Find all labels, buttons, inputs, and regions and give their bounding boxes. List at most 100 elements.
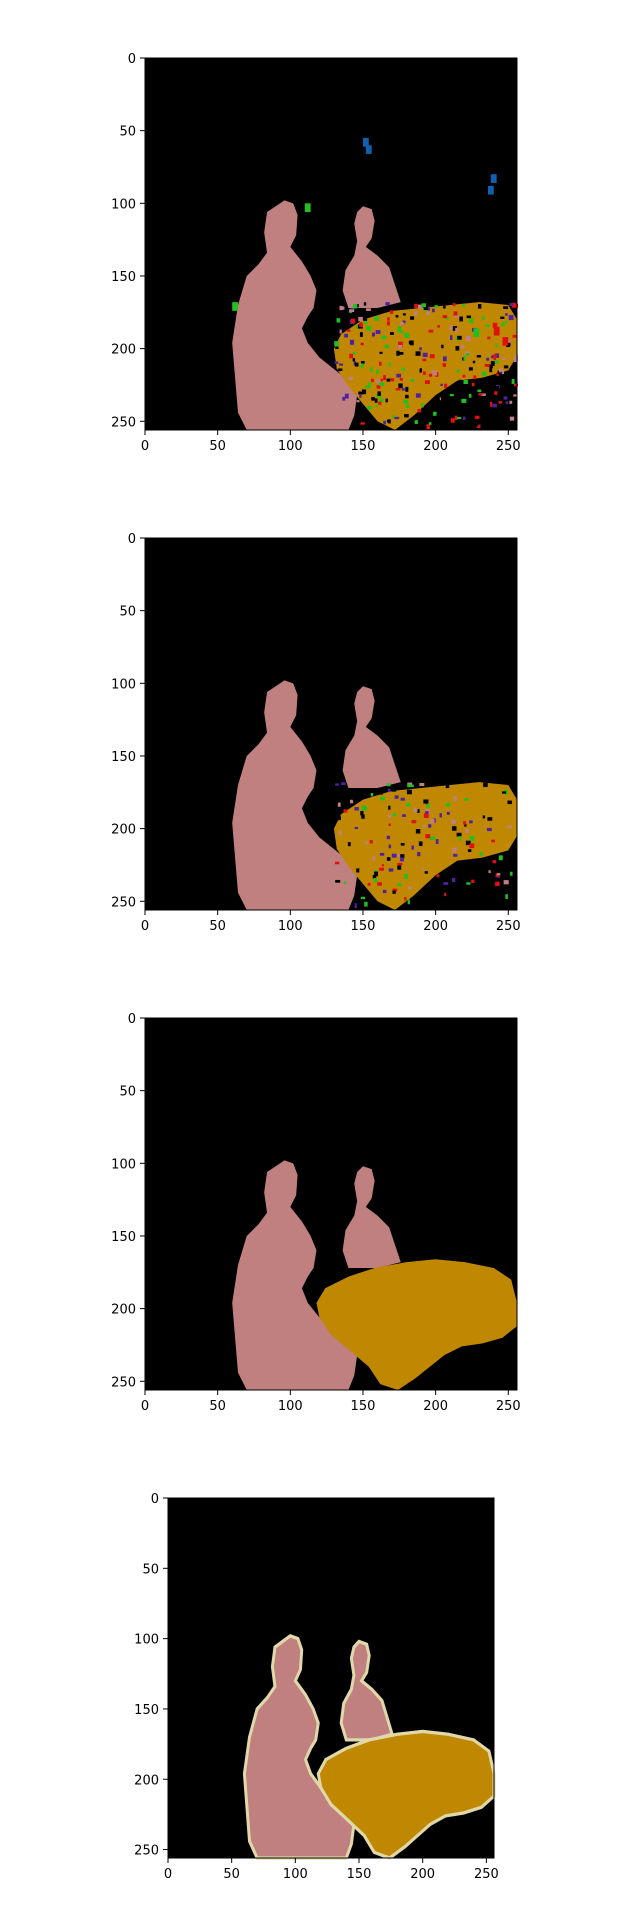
noise-pixel bbox=[426, 802, 430, 809]
noise-pixel bbox=[425, 311, 430, 316]
noise-pixel bbox=[337, 368, 343, 372]
noise-pixel bbox=[396, 350, 400, 356]
noise-pixel bbox=[367, 405, 372, 410]
noise-pixel bbox=[436, 874, 440, 878]
noise-pixel bbox=[512, 334, 518, 338]
noise-pixel bbox=[488, 411, 493, 415]
noise-pixel bbox=[379, 351, 383, 355]
noise-pixel bbox=[350, 318, 356, 324]
noise-pixel bbox=[487, 185, 494, 195]
noise-pixel bbox=[378, 401, 382, 406]
noise-pixel bbox=[365, 385, 371, 389]
noise-pixel bbox=[391, 853, 397, 858]
noise-pixel bbox=[343, 881, 346, 885]
noise-pixel bbox=[503, 880, 509, 885]
noise-pixel bbox=[348, 376, 354, 380]
noise-pixel bbox=[346, 329, 351, 332]
noise-pixel bbox=[456, 832, 462, 837]
noise-pixel bbox=[471, 879, 475, 884]
noise-pixel bbox=[432, 370, 437, 376]
noise-pixel bbox=[335, 879, 341, 883]
noise-pixel bbox=[387, 317, 390, 321]
noise-pixel bbox=[442, 356, 447, 362]
y-tick-label: 50 bbox=[119, 1085, 136, 1100]
noise-pixel bbox=[376, 385, 381, 389]
noise-pixel bbox=[450, 335, 453, 340]
noise-pixel bbox=[413, 808, 418, 813]
noise-pixel bbox=[498, 401, 503, 404]
noise-pixel bbox=[482, 315, 485, 320]
noise-pixel bbox=[354, 362, 359, 367]
noise-pixel bbox=[352, 304, 358, 309]
noise-pixel bbox=[388, 362, 391, 367]
noise-pixel bbox=[388, 844, 392, 849]
noise-pixel bbox=[427, 306, 431, 311]
noise-pixel bbox=[449, 325, 453, 331]
noise-pixel bbox=[380, 378, 383, 382]
x-tick-label: 0 bbox=[164, 1867, 172, 1882]
noise-pixel bbox=[454, 315, 460, 318]
noise-pixel bbox=[462, 374, 466, 378]
noise-pixel bbox=[501, 357, 506, 361]
noise-pixel bbox=[503, 306, 509, 309]
noise-pixel bbox=[335, 816, 341, 821]
noise-pixel bbox=[364, 901, 368, 907]
x-tick-label: 200 bbox=[423, 1399, 448, 1414]
noise-pixel bbox=[476, 424, 481, 429]
noise-pixel bbox=[468, 318, 474, 324]
noise-pixel bbox=[381, 864, 385, 867]
noise-pixel bbox=[464, 823, 467, 827]
noise-pixel bbox=[444, 316, 449, 320]
noise-pixel bbox=[449, 394, 454, 397]
noise-pixel bbox=[370, 792, 374, 797]
noise-pixel bbox=[509, 416, 515, 421]
noise-pixel bbox=[428, 373, 433, 377]
noise-pixel bbox=[442, 315, 448, 319]
noise-pixel bbox=[347, 842, 351, 847]
noise-pixel bbox=[410, 316, 415, 320]
noise-pixel bbox=[378, 882, 381, 886]
y-tick-label: 0 bbox=[128, 1012, 136, 1027]
noise-pixel bbox=[375, 404, 378, 408]
noise-pixel bbox=[446, 811, 450, 815]
noise-pixel bbox=[421, 867, 424, 870]
noise-pixel bbox=[451, 819, 456, 825]
noise-pixel bbox=[511, 379, 515, 384]
noise-pixel bbox=[352, 358, 356, 362]
noise-pixel bbox=[344, 393, 349, 399]
noise-pixel bbox=[424, 871, 428, 874]
x-tick-label: 50 bbox=[209, 1399, 226, 1414]
noise-pixel bbox=[457, 335, 462, 340]
noise-pixel bbox=[414, 420, 418, 424]
noise-pixel bbox=[410, 379, 415, 382]
noise-pixel bbox=[445, 394, 450, 400]
segmentation-mask bbox=[242, 1633, 496, 1860]
noise-pixel bbox=[388, 868, 394, 872]
noise-pixel bbox=[367, 308, 370, 312]
noise-pixel bbox=[397, 865, 402, 870]
noise-pixel bbox=[481, 371, 487, 376]
noise-pixel bbox=[452, 847, 457, 853]
x-tick-label: 150 bbox=[351, 439, 376, 454]
noise-pixel bbox=[509, 400, 513, 404]
noise-pixel bbox=[381, 335, 387, 340]
noise-pixel bbox=[404, 896, 407, 901]
noise-pixel bbox=[473, 375, 477, 380]
noise-pixel bbox=[466, 315, 472, 319]
segmentation-mask bbox=[232, 680, 517, 910]
noise-pixel bbox=[399, 378, 403, 381]
noise-pixel bbox=[487, 817, 493, 821]
noise-pixel bbox=[444, 892, 447, 897]
noise-pixel bbox=[400, 857, 404, 862]
noise-pixel bbox=[395, 315, 399, 318]
noise-pixel bbox=[341, 782, 346, 786]
noise-pixel bbox=[455, 327, 459, 333]
noise-pixel bbox=[402, 320, 406, 324]
noise-pixel bbox=[498, 368, 502, 373]
noise-pixel bbox=[390, 332, 394, 335]
x-tick-label: 0 bbox=[141, 1399, 149, 1414]
noise-pixel bbox=[474, 415, 480, 419]
noise-pixel bbox=[397, 862, 403, 866]
noise-pixel bbox=[500, 369, 505, 375]
noise-pixel bbox=[394, 795, 399, 799]
